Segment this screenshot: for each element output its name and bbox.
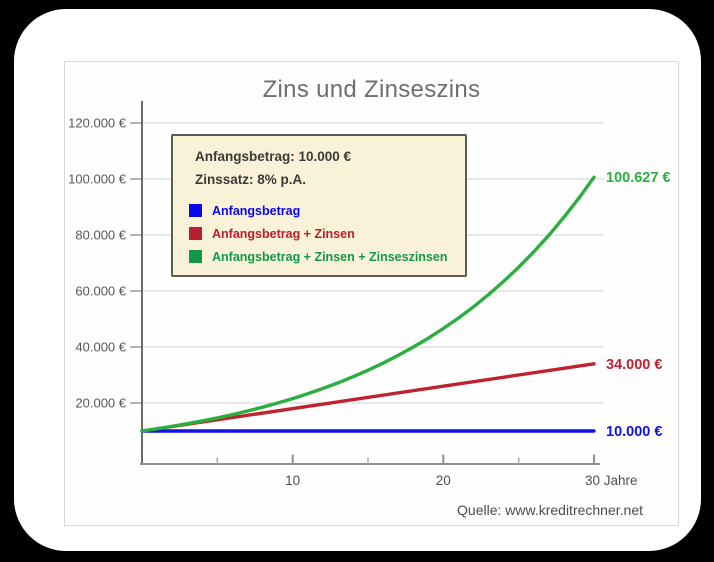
series-end-label-anfangsbetrag: 10.000 € [606, 424, 662, 440]
y-tick-label: 20.000 € [75, 396, 126, 411]
y-tick-label: 100.000 € [68, 172, 127, 187]
series-line-anfangsbetrag-zinsen-zinseszinsen [140, 175, 596, 433]
legend-swatch-red [189, 227, 202, 240]
y-tick-label: 80.000 € [75, 228, 126, 243]
series-end-label-anfangsbetrag-zinsen-zinseszinsen: 100.627 € [606, 170, 671, 186]
legend-swatch-blue [189, 204, 202, 217]
legend-row: Anfangsbetrag + Zinsen [189, 222, 455, 245]
series-line-anfangsbetrag-zinsen [140, 362, 596, 433]
legend-row: Anfangsbetrag [189, 199, 455, 222]
legend-swatch-green [189, 250, 202, 263]
y-tick-label: 60.000 € [75, 284, 126, 299]
y-tick-label: 40.000 € [75, 340, 126, 355]
legend-label: Anfangsbetrag [212, 203, 301, 218]
series-end-label-anfangsbetrag-zinsen: 34.000 € [606, 357, 662, 373]
chart-info-box: Anfangsbetrag: 10.000 € Zinssatz: 8% p.A… [171, 134, 467, 277]
chart-svg: 20.000 € 40.000 € 60.000 € 80.000 € 100.000 … [68, 101, 671, 488]
info-interest-rate: Zinssatz: 8% p.A. [195, 172, 307, 187]
chart-title: Zins und Zinseszins [262, 76, 481, 103]
info-initial-amount: Anfangsbetrag: 10.000 € [195, 149, 352, 164]
x-tick-label: 30 Jahre [585, 473, 638, 488]
legend-row: Anfangsbetrag + Zinsen + Zinseszinsen [189, 245, 455, 268]
x-tick-label: 20 [436, 473, 451, 488]
x-tick-label: 10 [285, 473, 300, 488]
legend-rows: Anfangsbetrag Anfangsbetrag + Zinsen Anf… [189, 199, 455, 268]
source-credit: Quelle: www.kreditrechner.net [457, 502, 643, 518]
image-card: 20.000 € 40.000 € 60.000 € 80.000 € 100.000 … [14, 9, 701, 551]
legend-label: Anfangsbetrag + Zinsen [212, 226, 355, 241]
y-tick-label: 120.000 € [68, 116, 127, 131]
legend-label: Anfangsbetrag + Zinsen + Zinseszinsen [212, 249, 448, 264]
